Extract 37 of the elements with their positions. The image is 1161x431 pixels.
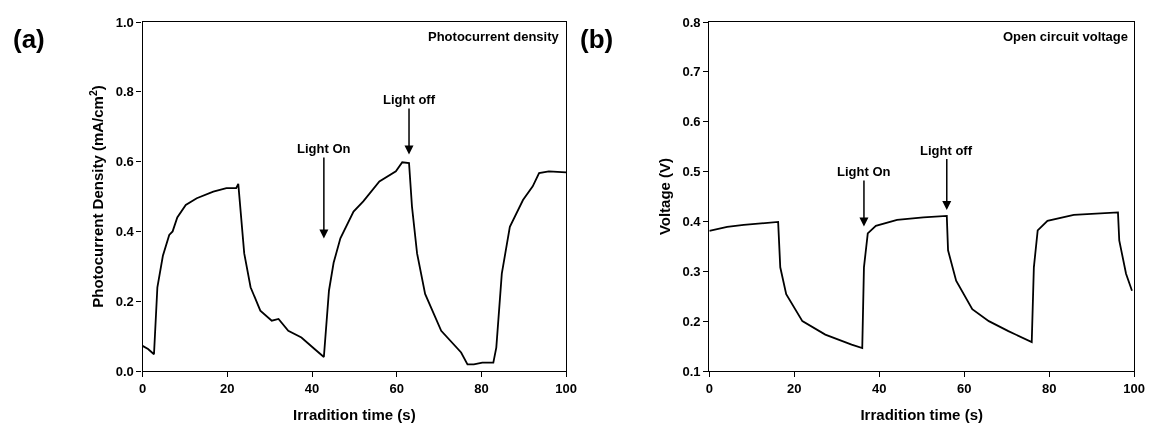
annotation: Photocurrent density bbox=[428, 29, 560, 44]
x-tick-label: 100 bbox=[555, 380, 578, 396]
x-tick-label: 60 bbox=[389, 380, 404, 396]
x-axis-title: Irradition time (s) bbox=[293, 405, 416, 423]
y-axis-title: Voltage (V) bbox=[655, 157, 673, 236]
y-tick-label: 0.6 bbox=[682, 114, 701, 130]
annotation: Light On bbox=[297, 141, 351, 156]
annotation: Light On bbox=[837, 164, 891, 179]
text: (a) bbox=[13, 24, 45, 54]
y-tick-label: 0.1 bbox=[682, 363, 701, 379]
x-tick-label: 80 bbox=[474, 380, 489, 396]
y-tick-label: 0.2 bbox=[682, 313, 701, 329]
y-tick-label: 0.6 bbox=[115, 154, 134, 170]
x-tick-label: 80 bbox=[1041, 380, 1057, 396]
y-tick-label: 0.2 bbox=[115, 293, 134, 309]
y-tick-label: 0.4 bbox=[115, 223, 135, 239]
y-tick-label: 0.7 bbox=[682, 64, 701, 80]
x-tick-label: 40 bbox=[872, 380, 887, 396]
y-tick-label: 0.0 bbox=[115, 363, 134, 379]
y-tick-label: 1.0 bbox=[115, 14, 134, 30]
annotation: Open circuit voltage bbox=[1003, 29, 1128, 44]
y-tick-label: 0.8 bbox=[115, 84, 134, 100]
x-tick-label: 0 bbox=[138, 380, 147, 396]
y-tick-label: 0.3 bbox=[682, 263, 701, 279]
y-tick-label: 0.8 bbox=[682, 14, 701, 30]
x-tick-label: 20 bbox=[787, 380, 802, 396]
x-tick-label: 20 bbox=[220, 380, 235, 396]
annotation: Light off bbox=[920, 143, 973, 158]
annotation: Light off bbox=[383, 92, 436, 107]
x-tick-label: 40 bbox=[304, 380, 320, 396]
y-tick-label: 0.4 bbox=[682, 213, 702, 229]
x-tick-label: 60 bbox=[956, 380, 972, 396]
y-tick-label: 0.5 bbox=[682, 164, 701, 180]
x-axis-title: Irradition time (s) bbox=[860, 405, 983, 423]
x-tick-label: 100 bbox=[1123, 380, 1145, 396]
text: (b) bbox=[580, 24, 614, 54]
x-tick-label: 0 bbox=[705, 380, 713, 396]
